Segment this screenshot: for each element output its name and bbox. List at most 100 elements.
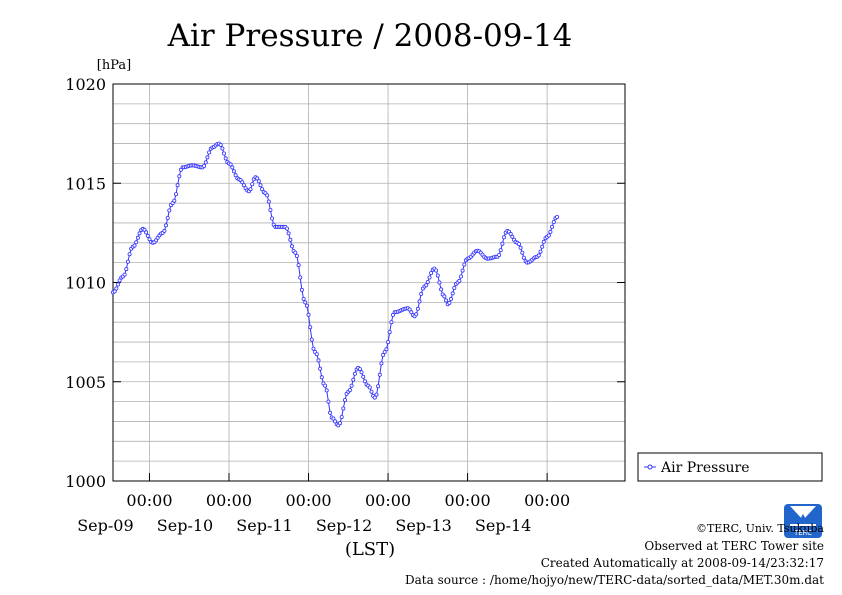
data-point — [230, 165, 235, 170]
observed-text: Observed at TERC Tower site — [644, 539, 824, 553]
data-point — [323, 383, 328, 388]
data-point — [379, 361, 384, 366]
legend-box — [637, 452, 823, 482]
data-point — [265, 193, 270, 198]
data-point — [308, 325, 313, 330]
data-point — [137, 231, 142, 236]
y-tick-label: 1015 — [65, 174, 106, 193]
x-axis-ticks: 00:00 Sep-09 00:00 Sep-10 00:00 Sep-11 00:00 Se… — [77, 473, 570, 535]
data-point — [221, 151, 226, 156]
data-point — [452, 285, 457, 290]
data-point — [173, 192, 178, 197]
data-point — [442, 294, 447, 299]
data-point — [538, 249, 543, 254]
y-axis-unit-label: [hPa] — [97, 58, 131, 73]
y-tick-label: 1010 — [65, 274, 106, 293]
data-point — [303, 300, 308, 305]
data-point — [362, 379, 367, 384]
data-point — [339, 414, 344, 419]
data-point — [296, 263, 301, 268]
x-tick-time-label: 00:00 — [206, 491, 252, 510]
data-point — [231, 169, 236, 174]
data-point — [288, 237, 293, 242]
x-tick-time-label: 00:00 — [365, 491, 411, 510]
data-point — [498, 248, 503, 253]
data-point — [548, 229, 553, 234]
data-point — [369, 389, 374, 394]
data-point — [314, 352, 319, 357]
data-point — [500, 241, 505, 246]
data-point — [337, 421, 342, 426]
data-point — [112, 289, 117, 294]
x-tick-time-label: 00:00 — [524, 491, 570, 510]
data-point — [163, 223, 168, 228]
data-point — [309, 337, 314, 342]
data-point — [419, 291, 424, 296]
data-point — [389, 320, 394, 325]
data-point — [447, 300, 452, 305]
data-point — [177, 174, 182, 179]
data-point — [349, 383, 354, 388]
data-point — [347, 388, 352, 393]
x-tick-time-label: 00:00 — [445, 491, 491, 510]
data-point — [435, 273, 440, 278]
data-point — [260, 187, 265, 192]
data-point — [497, 252, 502, 257]
data-point — [256, 179, 261, 184]
data-point — [228, 162, 233, 167]
x-tick-date-label: Sep-09 — [77, 516, 133, 535]
x-tick-time-label: 00:00 — [126, 491, 172, 510]
data-point — [508, 231, 513, 236]
y-axis-ticks: 1000 1005 1010 1015 1020 — [65, 75, 625, 491]
x-tick-time-label: 00:00 — [285, 491, 331, 510]
data-point — [144, 230, 149, 235]
data-point — [135, 235, 140, 240]
data-point — [205, 155, 210, 160]
data-point — [117, 278, 122, 283]
copyright-text: ©TERC, Univ. Tsukuba — [695, 522, 824, 535]
legend: Air Pressure — [637, 452, 823, 482]
data-point — [203, 160, 208, 165]
data-point — [541, 239, 546, 244]
data-point — [127, 252, 132, 257]
data-point — [352, 371, 357, 376]
x-tick-date-label: Sep-13 — [395, 516, 451, 535]
data-point — [382, 349, 387, 354]
series-air-pressure — [111, 141, 560, 428]
data-point — [294, 253, 299, 258]
logo-text: TERC — [793, 529, 812, 537]
data-point — [450, 291, 455, 296]
y-tick-label: 1005 — [65, 373, 106, 392]
data-point — [407, 307, 412, 312]
data-point — [116, 282, 121, 287]
data-point — [122, 272, 127, 277]
data-point — [125, 259, 130, 264]
data-point — [367, 385, 372, 390]
data-point — [374, 392, 379, 397]
data-point — [293, 250, 298, 255]
data-point — [342, 398, 347, 403]
data-point — [458, 274, 463, 279]
data-point — [175, 183, 180, 188]
data-point — [289, 244, 294, 249]
data-point — [298, 275, 303, 280]
y-tick-label: 1020 — [65, 75, 106, 94]
x-tick-date-label: Sep-10 — [157, 516, 213, 535]
data-point — [306, 312, 311, 317]
data-point — [372, 395, 377, 400]
data-point — [202, 163, 207, 168]
data-point — [319, 375, 324, 380]
data-point — [258, 183, 263, 188]
data-point — [361, 374, 366, 379]
data-point — [429, 271, 434, 276]
data-point — [540, 244, 545, 249]
x-axis-label: (LST) — [345, 539, 395, 560]
terc-logo: TERC — [784, 504, 822, 538]
data-point — [304, 303, 309, 308]
data-point — [165, 215, 170, 220]
data-point — [550, 224, 555, 229]
data-point — [437, 280, 442, 285]
data-point — [233, 173, 238, 178]
data-point — [270, 216, 275, 221]
data-point — [457, 278, 462, 283]
